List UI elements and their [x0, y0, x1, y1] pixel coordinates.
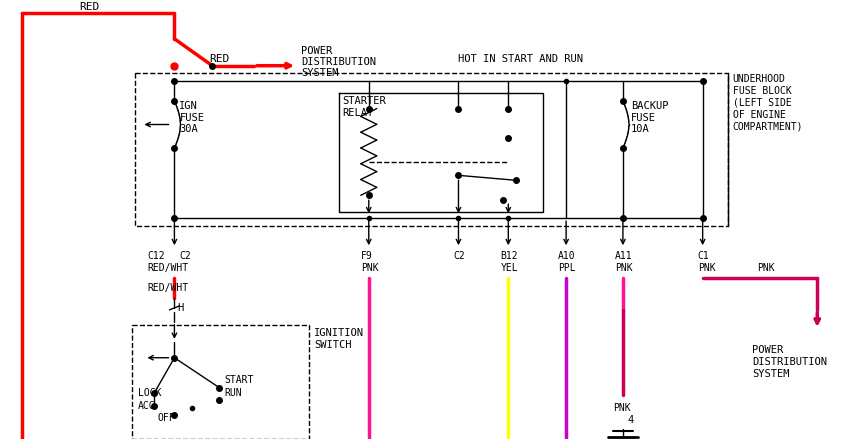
Text: PNK: PNK [360, 263, 378, 273]
Text: PNK: PNK [613, 403, 630, 413]
Text: C1: C1 [698, 251, 710, 261]
Text: RELAY: RELAY [342, 107, 373, 117]
Text: PNK: PNK [757, 263, 775, 273]
Text: RED/WHT: RED/WHT [147, 263, 189, 273]
Text: SWITCH: SWITCH [314, 340, 351, 350]
Text: 4: 4 [628, 414, 634, 425]
Text: FUSE BLOCK: FUSE BLOCK [733, 86, 791, 95]
Text: RED/WHT: RED/WHT [147, 283, 189, 293]
Text: IGNITION: IGNITION [314, 328, 364, 338]
Text: UNDERHOOD: UNDERHOOD [733, 73, 785, 84]
Text: SYSTEM: SYSTEM [301, 68, 338, 78]
Text: C12: C12 [147, 251, 165, 261]
Text: OFF: OFF [157, 413, 175, 422]
Text: LOCK: LOCK [138, 388, 161, 398]
Text: F9: F9 [360, 251, 372, 261]
Text: COMPARTMENT): COMPARTMENT) [733, 121, 803, 132]
Text: 10A: 10A [631, 125, 650, 135]
Text: 30A: 30A [179, 125, 198, 135]
Text: A11: A11 [615, 251, 633, 261]
Text: HOT IN START AND RUN: HOT IN START AND RUN [459, 54, 584, 64]
Text: START: START [224, 374, 254, 385]
Text: B12: B12 [500, 251, 518, 261]
Text: PNK: PNK [615, 263, 633, 273]
Text: H: H [178, 303, 184, 313]
Text: FUSE: FUSE [631, 113, 656, 122]
Text: SYSTEM: SYSTEM [752, 369, 790, 379]
Text: ACC: ACC [138, 400, 155, 411]
Text: FUSE: FUSE [179, 113, 205, 122]
Text: DISTRIBUTION: DISTRIBUTION [301, 57, 376, 67]
Text: C2: C2 [453, 251, 465, 261]
Text: RUN: RUN [224, 388, 242, 398]
Text: RED: RED [209, 54, 229, 64]
Text: PPL: PPL [558, 263, 576, 273]
Text: DISTRIBUTION: DISTRIBUTION [752, 357, 827, 367]
Text: C2: C2 [179, 251, 191, 261]
Text: POWER: POWER [301, 46, 332, 56]
Text: BACKUP: BACKUP [631, 101, 668, 110]
Text: IGN: IGN [179, 101, 198, 110]
Text: STARTER: STARTER [342, 95, 386, 106]
Text: YEL: YEL [500, 263, 518, 273]
Text: PNK: PNK [698, 263, 716, 273]
Text: (LEFT SIDE: (LEFT SIDE [733, 98, 791, 108]
Text: A10: A10 [558, 251, 576, 261]
Text: RED: RED [80, 2, 100, 12]
Text: OF ENGINE: OF ENGINE [733, 110, 785, 120]
Text: POWER: POWER [752, 345, 783, 355]
